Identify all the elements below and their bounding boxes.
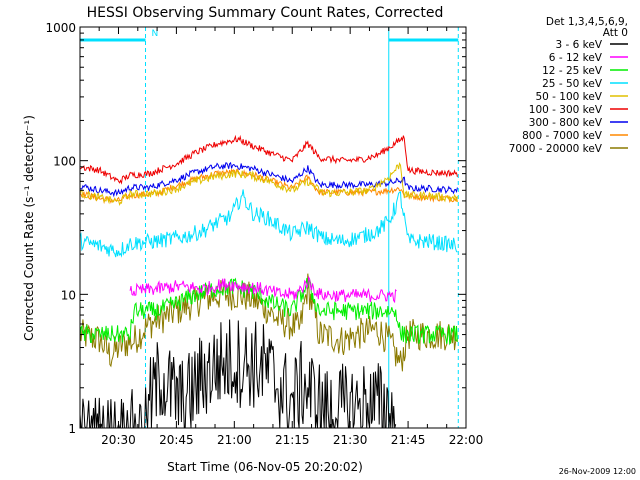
series-line: [79, 134, 458, 185]
y-axis-label: Corrected Count Rate (s⁻¹ detector⁻¹): [22, 115, 36, 341]
plot-area: [80, 27, 466, 428]
x-tick-label: 21:00: [217, 433, 252, 447]
y-tick-label: 100: [53, 155, 76, 169]
legend-entry-label: 25 - 50 keV: [542, 78, 603, 90]
series-line: [79, 277, 458, 346]
x-tick-label: 21:15: [275, 433, 310, 447]
series-line: [79, 189, 458, 258]
chart-title: HESSI Observing Summary Count Rates, Cor…: [87, 5, 444, 21]
y-tick-label: 1: [68, 422, 76, 436]
series-line: [79, 273, 458, 372]
legend-header: Att 0: [603, 27, 628, 39]
axes: 20:30 20:45 21:00 21:15 21:30 21:45 22:00 1 10 10…: [45, 21, 483, 447]
series-line: [79, 162, 458, 206]
flag-label: N: [152, 29, 159, 39]
legend-entry-label: 800 - 7000 keV: [522, 130, 603, 142]
legend-header: Det 1,3,4,5,6,9,: [546, 16, 628, 28]
legend-entry-label: 100 - 300 keV: [529, 104, 603, 116]
x-tick-label: 20:30: [101, 433, 136, 447]
x-tick-label: 21:45: [391, 433, 426, 447]
series-layer: [79, 134, 458, 429]
series-line: [79, 161, 458, 198]
plot-background: [80, 27, 466, 428]
x-tick-label: 20:45: [159, 433, 194, 447]
legend-entry-label: 6 - 12 keV: [549, 52, 603, 64]
x-tick-label: 22:00: [449, 433, 484, 447]
series-line: [129, 275, 397, 304]
legend-entry-label: 3 - 6 keV: [555, 39, 602, 51]
x-tick-label: 21:30: [333, 433, 368, 447]
x-axis-label: Start Time (06-Nov-05 20:20:02): [167, 460, 363, 474]
legend-entry-label: 50 - 100 keV: [535, 91, 602, 103]
timestamp-stamp: 26-Nov-2009 12:00: [559, 467, 636, 476]
legend-entry-label: 300 - 800 keV: [529, 117, 603, 129]
series-line: [79, 319, 397, 429]
y-tick-label: 1000: [45, 21, 76, 35]
legend-entry-label: 12 - 25 keV: [542, 65, 603, 77]
legend-entry-label: 7000 - 20000 keV: [509, 143, 603, 155]
y-tick-label: 10: [61, 288, 76, 302]
